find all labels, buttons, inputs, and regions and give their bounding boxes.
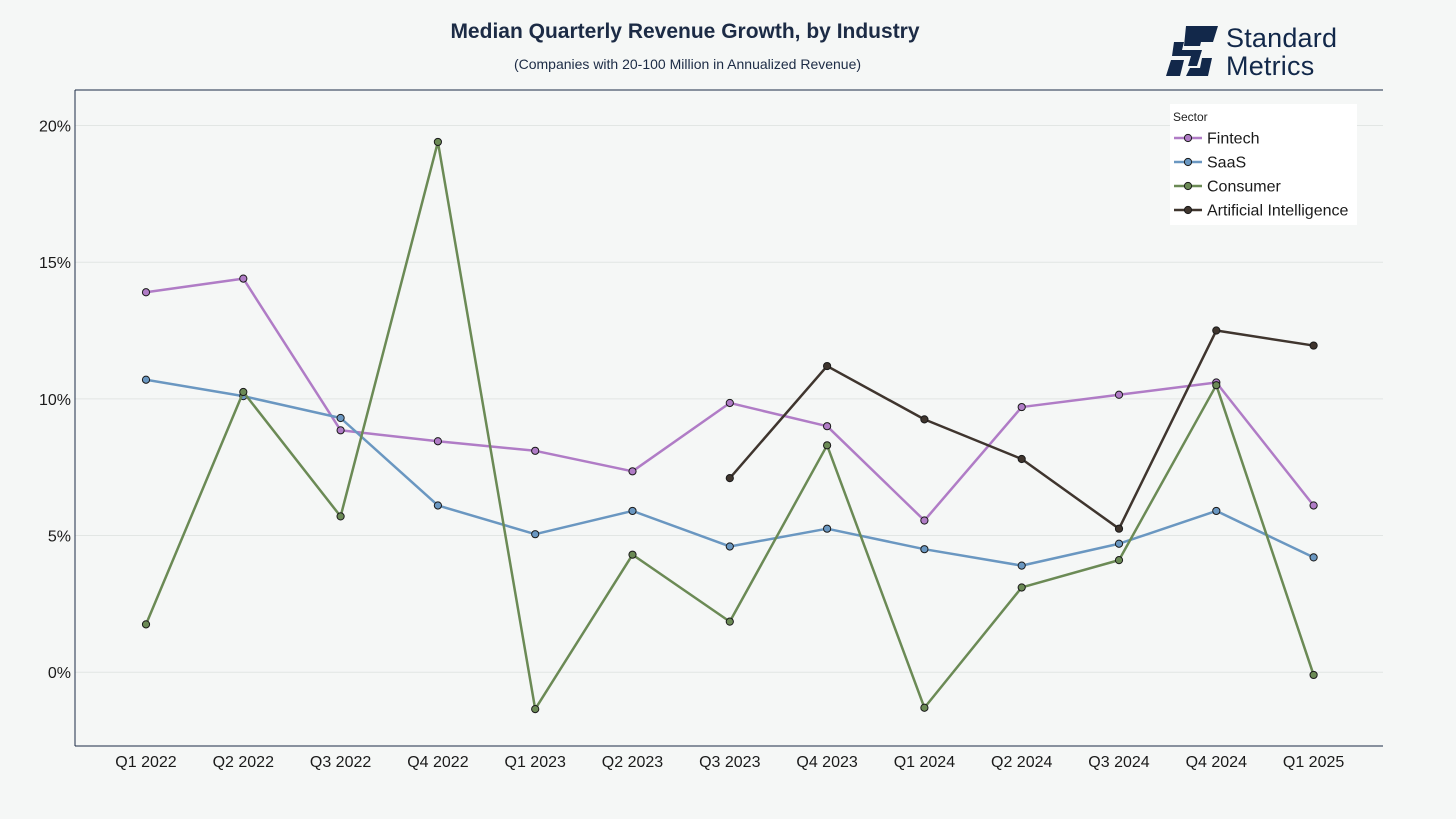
data-point-saas (1114, 539, 1124, 548)
chart-subtitle: (Companies with 20-100 Million in Annual… (513, 56, 862, 72)
standard-metrics-logo: Standard Metrics (1164, 22, 1364, 82)
legend: Sector Fintech SaaS Consumer Artificial Inte… (1170, 104, 1357, 225)
data-point-saas (823, 524, 832, 533)
x-tick-label: Q1 2022 (115, 754, 176, 771)
data-point-consumer (239, 387, 248, 397)
data-point-saas (1309, 553, 1318, 562)
legend-swatch-marker (1183, 133, 1193, 143)
logo-wordmark: Standard Metrics (1226, 24, 1337, 80)
data-point-saas (1212, 506, 1221, 516)
data-point-consumer (725, 617, 734, 626)
legend-label: Consumer (1207, 179, 1281, 196)
x-tick-label: Q2 2023 (602, 754, 663, 771)
data-point-consumer (823, 441, 832, 450)
data-point-consumer (1309, 670, 1318, 680)
data-point-consumer (433, 137, 442, 147)
series-saas (141, 375, 1318, 570)
data-point-fintech (141, 288, 151, 297)
x-tick-label: Q1 2024 (894, 754, 955, 771)
data-point-fintech (823, 422, 832, 431)
data-point-fintech (628, 467, 637, 476)
data-point-artificial-intelligence (823, 361, 832, 371)
data-point-saas (433, 501, 442, 510)
data-point-fintech (1114, 390, 1124, 399)
data-point-saas (628, 506, 637, 516)
data-point-consumer (1017, 583, 1026, 592)
x-tick-label: Q1 2025 (1283, 754, 1344, 771)
data-point-artificial-intelligence (1114, 524, 1124, 533)
data-point-consumer (628, 550, 637, 559)
data-point-fintech (1309, 501, 1318, 510)
chart-title: Median Quarterly Revenue Growth, by Indu… (450, 20, 920, 43)
data-point-fintech (336, 426, 345, 435)
data-point-consumer (1212, 381, 1221, 390)
y-tick-label: 20% (39, 119, 71, 136)
data-point-consumer (531, 705, 540, 714)
data-point-artificial-intelligence (725, 474, 734, 483)
data-point-saas (1017, 561, 1026, 570)
data-point-consumer (920, 703, 929, 712)
data-point-fintech (920, 516, 929, 525)
data-point-fintech (725, 398, 734, 408)
series-fintech (141, 274, 1318, 525)
x-tick-label: Q1 2023 (505, 754, 566, 771)
data-point-saas (141, 375, 151, 384)
legend-title: Sector (1173, 110, 1208, 124)
series-artificial-intelligence (725, 326, 1318, 533)
data-point-consumer (141, 620, 151, 629)
x-tick-label: Q4 2022 (407, 754, 468, 771)
x-tick-label: Q4 2023 (796, 754, 857, 771)
legend-box (1170, 104, 1357, 225)
data-point-artificial-intelligence (920, 415, 929, 424)
y-tick-label: 10% (39, 392, 71, 409)
data-point-saas (725, 542, 734, 551)
series-line-saas (145, 378, 1315, 567)
data-point-fintech (1017, 402, 1026, 412)
legend-swatch-marker (1183, 205, 1193, 215)
data-point-consumer (336, 512, 345, 521)
logo-mark-icon (1166, 26, 1218, 76)
y-tick-label: 15% (39, 255, 71, 272)
legend-swatch-marker (1183, 157, 1193, 167)
series-line-artificial-intelligence (728, 329, 1314, 530)
x-tick-label: Q3 2022 (310, 754, 371, 771)
legend-label: SaaS (1207, 155, 1246, 172)
legend-label: Fintech (1207, 131, 1259, 148)
logo-line-2: Metrics (1226, 51, 1315, 81)
data-point-fintech (433, 437, 442, 446)
x-tick-label: Q3 2023 (699, 754, 760, 771)
logo-line-1: Standard (1226, 23, 1338, 53)
data-point-consumer (1114, 556, 1124, 565)
y-tick-label: 5% (48, 529, 71, 546)
data-point-artificial-intelligence (1017, 454, 1026, 464)
legend-label: Artificial Intelligence (1207, 203, 1349, 220)
data-point-fintech (239, 274, 248, 283)
series-consumer (141, 137, 1318, 714)
data-point-artificial-intelligence (1309, 341, 1318, 350)
data-point-saas (531, 530, 540, 539)
legend-swatch-marker (1183, 181, 1193, 191)
data-point-saas (336, 413, 345, 423)
y-tick-label: 0% (48, 665, 71, 682)
x-tick-label: Q2 2022 (213, 754, 274, 771)
x-tick-label: Q3 2024 (1088, 754, 1149, 771)
data-point-artificial-intelligence (1212, 326, 1221, 335)
x-tick-label: Q2 2024 (991, 754, 1052, 771)
data-point-saas (920, 545, 929, 554)
data-point-fintech (531, 446, 540, 455)
x-tick-label: Q4 2024 (1186, 754, 1247, 771)
